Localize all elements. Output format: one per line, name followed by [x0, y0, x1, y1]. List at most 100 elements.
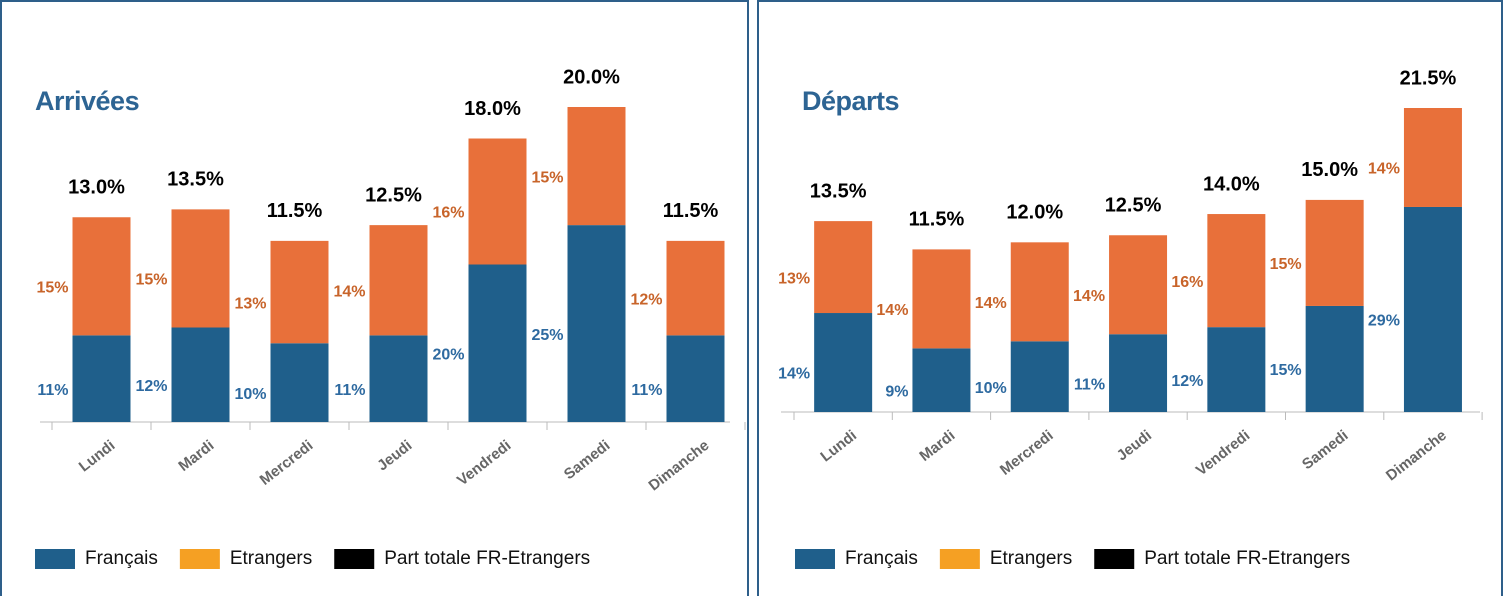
bar-segment — [814, 313, 873, 412]
value-label: 14% — [876, 302, 908, 319]
total-label: 21.5% — [1400, 67, 1457, 89]
value-label: 15% — [1270, 362, 1302, 379]
bar-segment — [814, 221, 873, 314]
bar-segment — [270, 240, 329, 344]
total-label: 13.5% — [167, 169, 224, 191]
x-tick-label: Vendredi — [454, 437, 514, 489]
value-label: 13% — [234, 295, 266, 312]
value-label: 10% — [234, 386, 266, 403]
total-label: 20.0% — [563, 66, 620, 88]
value-label: 14% — [778, 366, 810, 383]
chart-title: Départs — [802, 86, 899, 116]
legend-swatch — [334, 549, 375, 569]
value-label: 15% — [135, 272, 167, 289]
x-tick-label: Mercredi — [257, 437, 317, 489]
legend-label: Part totale FR-Etrangers — [1144, 548, 1350, 569]
total-label: 12.5% — [365, 184, 422, 206]
value-label: 11% — [334, 382, 365, 399]
x-tick-label: Dimanche — [1383, 427, 1450, 485]
x-tick-label: Vendredi — [1193, 427, 1253, 479]
value-label: 14% — [1073, 288, 1105, 305]
bar-segment — [1403, 206, 1462, 412]
panel-border — [757, 0, 1503, 601]
legend-label: Part totale FR-Etrangers — [384, 548, 590, 569]
bar-segment — [666, 335, 725, 422]
bar-segment — [567, 107, 626, 226]
x-tick-label: Samedi — [561, 437, 614, 483]
bar-segment — [1305, 305, 1364, 412]
x-tick-label: Samedi — [1299, 427, 1352, 473]
value-label: 25% — [531, 327, 563, 344]
bar-segment — [1305, 199, 1364, 306]
x-tick-label: Dimanche — [645, 437, 712, 495]
x-tick-label: Lundi — [817, 427, 860, 466]
value-label: 29% — [1368, 313, 1400, 330]
total-label: 11.5% — [663, 200, 719, 222]
value-label: 14% — [975, 295, 1007, 312]
bar-segment — [1010, 242, 1069, 342]
value-label: 15% — [1270, 256, 1302, 273]
value-label: 16% — [432, 205, 464, 222]
bar-segment — [171, 209, 230, 328]
bar-segment — [171, 327, 230, 422]
total-label: 14.0% — [1203, 173, 1260, 195]
total-label: 11.5% — [909, 209, 965, 231]
legend-swatch — [1094, 549, 1135, 569]
x-tick-label: Mercredi — [997, 427, 1057, 479]
x-tick-label: Lundi — [76, 437, 119, 476]
value-label: 14% — [1368, 161, 1400, 178]
bar-segment — [1403, 108, 1462, 207]
legend-label: Français — [85, 548, 158, 569]
bar-segment — [1109, 235, 1168, 335]
value-label: 15% — [36, 280, 68, 297]
bar-segment — [72, 217, 131, 336]
bar-segment — [369, 335, 428, 422]
value-label: 11% — [37, 382, 68, 399]
value-label: 11% — [631, 382, 662, 399]
value-label: 10% — [975, 380, 1007, 397]
x-tick-label: Mardi — [916, 427, 958, 465]
bar-segment — [1010, 341, 1069, 412]
total-label: 13.5% — [810, 180, 867, 202]
x-tick-label: Jeudi — [374, 437, 415, 475]
value-label: 9% — [885, 383, 908, 400]
x-tick-label: Mardi — [175, 437, 217, 475]
panel-border — [0, 0, 749, 601]
value-label: 12% — [1171, 373, 1203, 390]
legend-swatch — [939, 549, 980, 569]
total-label: 13.0% — [68, 177, 125, 199]
legend-label: Etrangers — [990, 548, 1072, 569]
total-label: 18.0% — [464, 98, 521, 120]
legend-label: Etrangers — [230, 548, 312, 569]
total-label: 15.0% — [1301, 159, 1358, 181]
bar-segment — [912, 348, 971, 412]
bar-segment — [1207, 327, 1266, 412]
value-label: 16% — [1171, 274, 1203, 291]
value-label: 11% — [1074, 376, 1105, 393]
value-label: 15% — [531, 169, 563, 186]
bar-segment — [1207, 214, 1266, 328]
chart-title: Arrivées — [35, 86, 139, 116]
x-tick-label: Jeudi — [1114, 427, 1155, 465]
bar-segment — [369, 225, 428, 336]
bar-segment — [666, 240, 725, 336]
legend-swatch — [795, 549, 835, 569]
value-label: 20% — [432, 346, 464, 363]
value-label: 12% — [135, 378, 167, 395]
value-label: 13% — [778, 270, 810, 287]
legend-swatch — [179, 549, 220, 569]
bar-segment — [468, 264, 527, 422]
legend-swatch — [35, 549, 75, 569]
bar-segment — [468, 138, 527, 265]
value-label: 12% — [630, 291, 662, 308]
value-label: 14% — [333, 283, 365, 300]
total-label: 12.5% — [1105, 195, 1162, 217]
bar-segment — [1109, 334, 1168, 412]
bar-segment — [567, 225, 626, 422]
legend-label: Français — [845, 548, 918, 569]
bar-segment — [270, 343, 329, 422]
total-label: 12.0% — [1006, 202, 1063, 224]
bar-segment — [912, 249, 971, 349]
total-label: 11.5% — [267, 200, 323, 222]
